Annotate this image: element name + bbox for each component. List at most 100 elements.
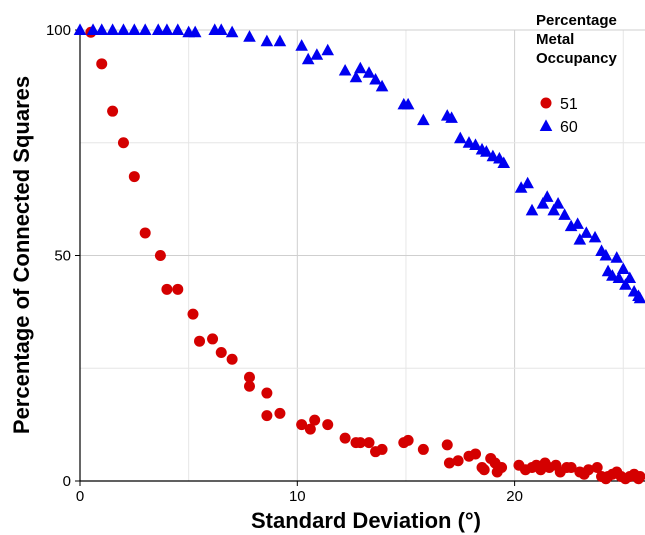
data-point-series-51 (296, 419, 308, 431)
data-point-series-60 (362, 66, 376, 78)
data-point-series-60 (469, 138, 482, 150)
data-point-series-51 (244, 371, 255, 383)
data-point-series-60 (171, 23, 185, 35)
y-tick-label: 50 (54, 248, 71, 265)
data-point-series-51 (441, 439, 453, 451)
data-point-series-60 (619, 278, 632, 290)
data-point-series-60 (623, 271, 637, 283)
legend: Percentage Metal Occupancy 51 60 (536, 12, 618, 136)
data-point-series-51 (354, 437, 366, 449)
data-point-series-51 (402, 434, 414, 446)
data-point-series-60 (580, 226, 593, 238)
legend-marker-51 (540, 97, 552, 109)
data-point-series-60 (160, 23, 174, 35)
data-point-series-51 (172, 283, 184, 295)
legend-marker-60 (539, 119, 553, 131)
data-point-series-51 (417, 443, 429, 455)
y-tick-label: 100 (46, 22, 71, 39)
data-point-series-60 (540, 190, 554, 202)
data-point-series-60 (521, 176, 534, 189)
data-point-series-60 (369, 73, 382, 85)
data-point-series-51 (478, 464, 490, 476)
data-point-series-60 (273, 34, 287, 47)
data-point-series-51 (339, 432, 351, 444)
data-point-series-60 (480, 145, 493, 157)
data-point-series-51 (363, 437, 375, 449)
data-point-series-51 (194, 335, 206, 347)
data-point-series-60 (225, 25, 239, 38)
data-point-series-60 (551, 197, 565, 209)
x-tick-label: 10 (289, 488, 306, 505)
data-point-series-60 (616, 262, 630, 274)
data-point-series-60 (128, 23, 141, 35)
data-point-series-60 (338, 63, 352, 76)
legend-title-line: Occupancy (536, 50, 618, 67)
data-point-series-51 (207, 333, 219, 345)
data-point-series-51 (215, 346, 227, 358)
data-point-series-60 (497, 156, 511, 168)
data-point-series-60 (514, 181, 528, 193)
data-point-series-51 (470, 448, 481, 460)
data-point-series-60 (453, 131, 467, 144)
data-point-series-51 (96, 58, 108, 70)
legend-title-line: Percentage (536, 12, 617, 29)
data-point-series-51 (261, 387, 273, 399)
data-point-series-60 (243, 30, 256, 42)
data-point-series-60 (633, 291, 645, 304)
x-tick-label: 0 (76, 488, 84, 505)
data-point-series-60 (547, 203, 561, 216)
legend-label-51: 51 (560, 96, 578, 113)
data-point-series-60 (612, 271, 626, 283)
data-point-series-60 (588, 230, 602, 243)
data-point-series-51 (117, 137, 129, 149)
y-tick-label: 0 (63, 473, 71, 490)
data-point-series-60 (573, 233, 587, 245)
data-point-series-60 (86, 23, 100, 35)
data-point-series-60 (117, 23, 130, 35)
x-tick-label: 20 (506, 488, 523, 505)
data-point-series-60 (310, 48, 324, 60)
data-point-series-60 (536, 197, 550, 209)
x-axis-label: Standard Deviation (°) (251, 508, 481, 533)
data-point-series-60 (599, 248, 613, 261)
data-point-series-60 (525, 203, 539, 216)
data-point-series-51 (304, 423, 316, 435)
data-marks (73, 23, 645, 485)
data-point-series-60 (106, 23, 119, 35)
data-point-series-60 (375, 79, 389, 92)
data-point-series-60 (349, 70, 363, 83)
data-point-series-60 (295, 39, 308, 51)
data-point-series-60 (354, 61, 367, 74)
data-point-series-60 (214, 23, 228, 35)
data-point-series-60 (417, 113, 430, 126)
data-point-series-51 (322, 419, 334, 431)
data-point-series-51 (443, 457, 455, 469)
legend-title-line: Metal (536, 31, 574, 48)
data-point-series-51 (565, 461, 577, 473)
data-point-series-60 (301, 52, 315, 65)
data-point-series-51 (154, 250, 166, 261)
data-point-series-51 (309, 414, 321, 426)
data-point-series-51 (261, 410, 273, 422)
data-point-series-60 (401, 97, 415, 110)
data-point-series-60 (73, 23, 87, 35)
data-point-series-60 (138, 23, 152, 35)
data-point-series-51 (161, 283, 173, 295)
data-point-series-51 (452, 455, 464, 467)
data-point-series-60 (321, 43, 335, 56)
series-60 (73, 23, 645, 304)
data-point-series-60 (151, 23, 165, 35)
data-point-series-51 (634, 470, 645, 482)
y-axis-label: Percentage of Connected Squares (9, 76, 34, 434)
data-point-series-60 (260, 34, 274, 47)
data-point-series-60 (610, 251, 624, 263)
axes (79, 26, 645, 482)
data-point-series-51 (583, 464, 594, 476)
data-point-series-60 (571, 217, 584, 229)
data-point-series-51 (376, 443, 388, 455)
legend-label-60: 60 (560, 119, 578, 136)
data-point-series-60 (445, 111, 458, 123)
data-point-series-51 (187, 308, 199, 320)
data-point-series-60 (188, 25, 202, 38)
